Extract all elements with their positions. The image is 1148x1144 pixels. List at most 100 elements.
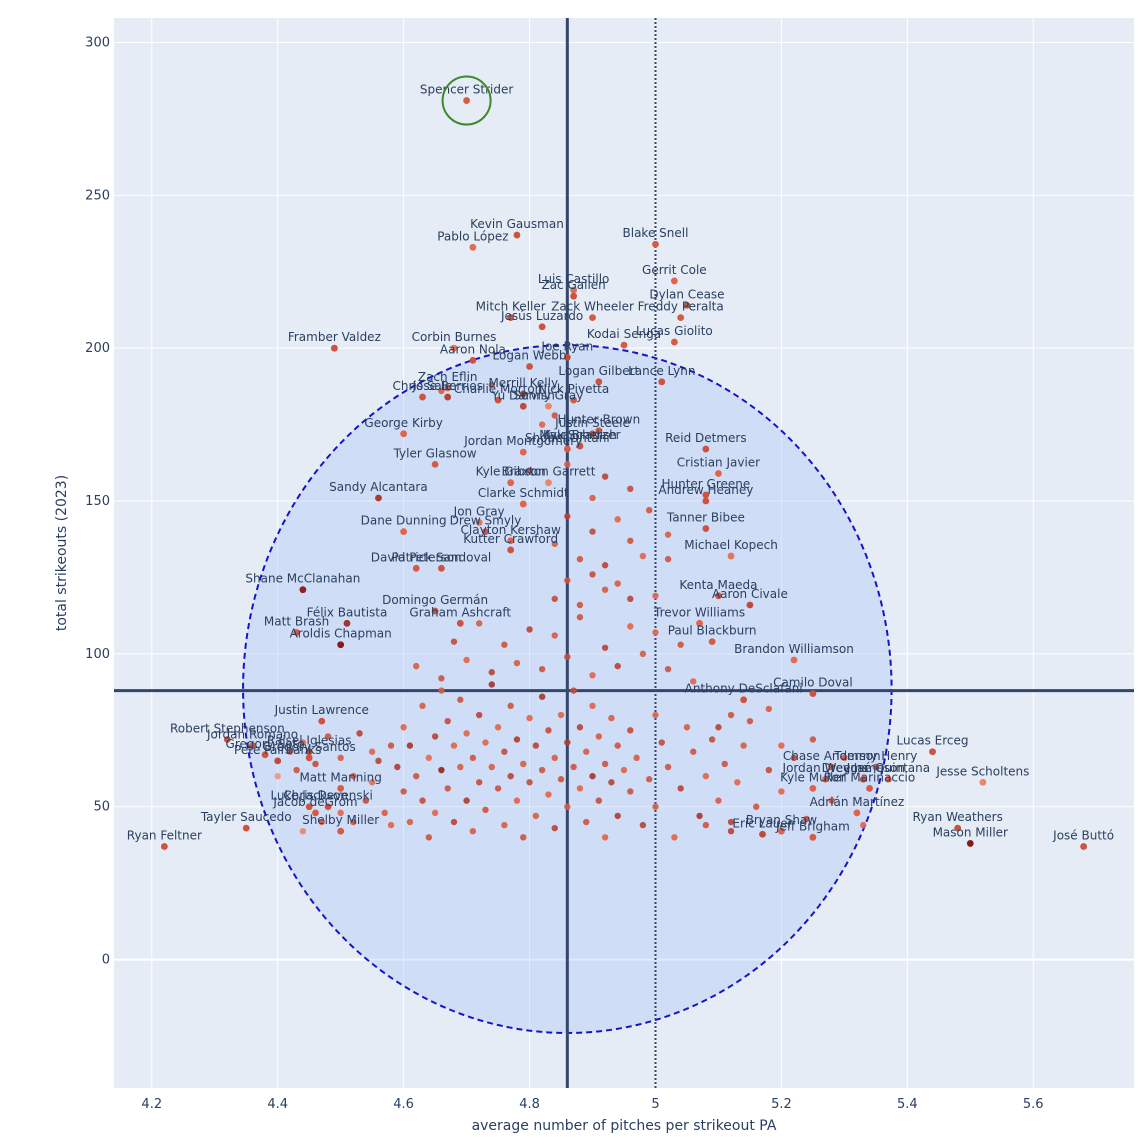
scatter-point	[438, 766, 445, 774]
point-label: Kevin Gausman	[470, 217, 564, 231]
scatter-point	[438, 387, 445, 395]
scatter-point	[337, 754, 344, 762]
point-label: Kyle Gibson	[476, 465, 546, 479]
scatter-point	[501, 641, 508, 648]
scatter-point	[652, 629, 659, 636]
scatter-point	[507, 314, 515, 321]
unlabeled-points	[274, 381, 867, 841]
scatter-point	[570, 286, 578, 294]
point-label: Matt Manning	[299, 770, 381, 784]
scatter-point	[721, 760, 728, 768]
scatter-point	[444, 717, 451, 725]
scatter-point	[413, 662, 420, 670]
scatter-point	[627, 595, 634, 603]
scatter-point	[438, 564, 445, 572]
scatter-point	[324, 803, 332, 811]
scatter-point	[368, 748, 376, 755]
point-label: Patrick Sandoval	[392, 550, 492, 564]
scatter-point	[595, 797, 603, 804]
scatter-point	[475, 711, 483, 719]
point-label: Tyler Glasnow	[393, 446, 477, 460]
scatter-point	[633, 754, 640, 762]
scatter-point	[601, 760, 609, 768]
x-tick-label: 4.6	[393, 1097, 414, 1112]
x-tick-label: 4.8	[519, 1097, 540, 1112]
scatter-point	[381, 809, 388, 817]
y-tick-label: 0	[102, 953, 110, 968]
scatter-point	[790, 656, 798, 664]
scatter-point	[866, 785, 873, 792]
scatter-point	[670, 277, 678, 285]
scatter-point	[356, 730, 363, 737]
scatter-point	[400, 788, 407, 795]
point-label: Luis Castillo	[538, 272, 610, 286]
scatter-point	[809, 833, 817, 841]
scatter-point	[438, 687, 445, 694]
scatter-point	[734, 779, 741, 786]
point-label: Aroldis Chapman	[290, 627, 392, 641]
scatter-point	[664, 531, 672, 538]
scatter-point	[287, 748, 294, 755]
scatter-point	[274, 772, 281, 780]
scatter-point	[589, 672, 596, 679]
point-label: Adrián Martínez	[810, 795, 905, 809]
scatter-point	[746, 717, 754, 725]
scatter-point	[469, 828, 477, 835]
y-tick-label: 50	[93, 800, 110, 815]
scatter-point	[343, 619, 351, 627]
scatter-point	[299, 586, 307, 594]
scatter-point	[394, 763, 401, 771]
y-tick-label: 100	[85, 647, 110, 662]
scatter-point	[702, 497, 710, 505]
scatter-point	[677, 641, 684, 648]
scatter-point	[608, 779, 615, 786]
scatter-point	[683, 724, 691, 731]
scatter-point	[507, 537, 515, 545]
point-label: Jon Gray	[453, 504, 505, 518]
scatter-point	[564, 513, 571, 520]
point-label: Charlie Morton	[454, 382, 542, 396]
point-label: Jordan Weems	[782, 761, 869, 775]
scatter-point	[715, 470, 722, 477]
scatter-point	[645, 507, 653, 514]
scatter-point	[696, 812, 703, 820]
scatter-point	[576, 555, 584, 563]
scatter-point	[639, 552, 647, 560]
scatter-point	[708, 638, 716, 646]
scatter-point	[576, 614, 584, 621]
scatter-point	[513, 736, 521, 743]
point-label: Clarke Schmidt	[478, 486, 569, 500]
point-label: José Quintana	[846, 761, 930, 775]
point-label: Jesse Scholtens	[935, 764, 1029, 778]
scatter-point	[708, 736, 716, 743]
point-label: Kodai Senga	[587, 327, 661, 341]
scatter-point	[362, 797, 370, 804]
point-label: Corbin Burnes	[412, 330, 497, 344]
scatter-point	[337, 785, 345, 792]
point-label: Graham Ashcraft	[409, 605, 511, 619]
scatter-point	[583, 818, 590, 826]
scatter-point	[563, 353, 571, 361]
point-label: Jordan Romano	[206, 728, 298, 742]
scatter-point	[671, 834, 678, 841]
scatter-point	[412, 564, 420, 572]
y-axis-ticks: 0 50 100 150 200 250 300	[85, 35, 110, 967]
scatter-point	[627, 537, 634, 544]
scatter-point	[375, 494, 382, 502]
scatter-point	[715, 592, 722, 600]
point-label: George Kirby	[364, 416, 442, 430]
scatter-point	[576, 601, 584, 609]
scatter-point	[324, 733, 332, 740]
scatter-point	[551, 540, 558, 548]
scatter-point	[702, 445, 710, 453]
point-label: Domingo Germán	[382, 593, 488, 607]
highlight-marker	[441, 75, 492, 126]
scatter-point	[299, 828, 307, 835]
scatter-point	[431, 460, 439, 468]
scatter-point	[746, 601, 754, 609]
scatter-point	[564, 739, 571, 746]
point-label: Ron Marinaccio	[824, 770, 915, 784]
scatter-point	[482, 739, 489, 746]
scatter-point	[274, 757, 282, 765]
